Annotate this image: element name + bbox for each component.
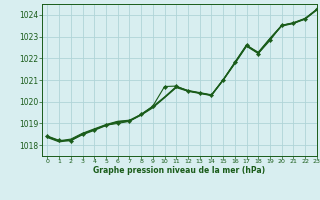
- X-axis label: Graphe pression niveau de la mer (hPa): Graphe pression niveau de la mer (hPa): [93, 166, 265, 175]
